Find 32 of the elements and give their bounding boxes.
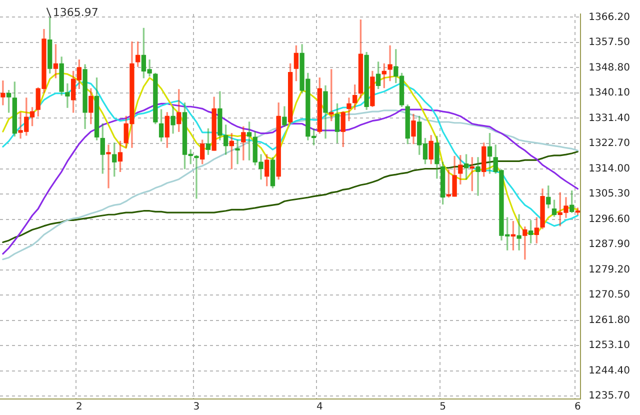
y-tick-label: 1357.50 (588, 37, 630, 48)
candlestick (388, 45, 392, 82)
x-tick-label: 2 (76, 402, 82, 413)
y-tick-label: 1287.90 (588, 239, 630, 250)
x-tick-label: 4 (316, 402, 323, 413)
annotation: 1365.97 (52, 6, 98, 20)
candlestick (346, 98, 352, 122)
candlestick (235, 140, 240, 164)
y-tick-label: 1305.30 (588, 188, 630, 200)
x-tick-label: 3 (193, 402, 200, 413)
candlestick (0, 80, 6, 106)
x-tick-label: 6 (574, 402, 581, 413)
y-tick-label: 1348.80 (588, 62, 630, 74)
y-tick-label: 1244.40 (588, 365, 630, 376)
y-tick-label: 1279.20 (588, 264, 630, 276)
y-tick-label: 1314.00 (588, 163, 630, 174)
candlestick (65, 83, 70, 108)
y-tick-label: 1366.20 (588, 12, 630, 23)
y-tick-label: 1235.70 (588, 390, 630, 402)
candlestick (194, 155, 199, 199)
candlestick (516, 214, 522, 250)
y-tick-label: 1322.70 (588, 138, 630, 150)
x-tick-label: 5 (440, 402, 446, 413)
candlestick (522, 226, 528, 260)
y-tick-label: 1253.10 (588, 340, 630, 352)
candlestick (106, 144, 111, 188)
y-tick-label: 1340.10 (588, 88, 630, 99)
y-tick-label: 1331.40 (588, 112, 630, 124)
y-tick-label: 1270.50 (588, 290, 630, 301)
y-tick-label: 1261.80 (588, 314, 630, 326)
y-tick-label: 1296.60 (588, 214, 630, 225)
candlestick (476, 157, 480, 196)
